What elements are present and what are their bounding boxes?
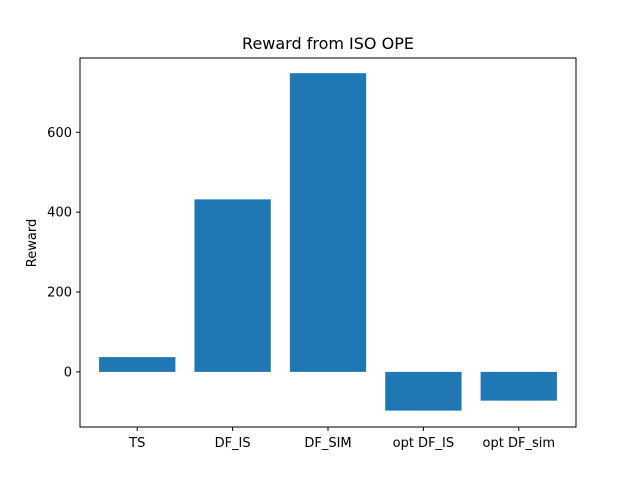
x-tick-label: DF_IS [215, 436, 251, 451]
x-tick-label: opt DF_IS [393, 436, 455, 451]
bar-df-is [194, 199, 271, 372]
x-axis: TS DF_IS DF_SIM opt DF_IS opt DF_sim [128, 427, 555, 451]
y-axis: 0 200 400 600 [47, 126, 80, 380]
y-axis-label: Reward [25, 219, 40, 267]
x-tick-label: TS [128, 436, 145, 451]
y-tick-label: 0 [64, 365, 72, 380]
chart-title: Reward from ISO OPE [242, 34, 414, 53]
bar-df-sim [289, 73, 367, 372]
y-tick-label: 400 [47, 206, 72, 221]
x-tick-label: DF_SIM [304, 436, 351, 451]
plot-frame [79, 57, 577, 428]
bar-opt-df-sim [480, 371, 557, 401]
bar-ts [99, 357, 176, 372]
x-tick-label: opt DF_sim [483, 436, 555, 451]
bars-group [99, 73, 557, 411]
bar-opt-df-is [385, 371, 462, 411]
y-tick-label: 200 [47, 286, 72, 301]
y-tick-label: 600 [47, 126, 72, 141]
